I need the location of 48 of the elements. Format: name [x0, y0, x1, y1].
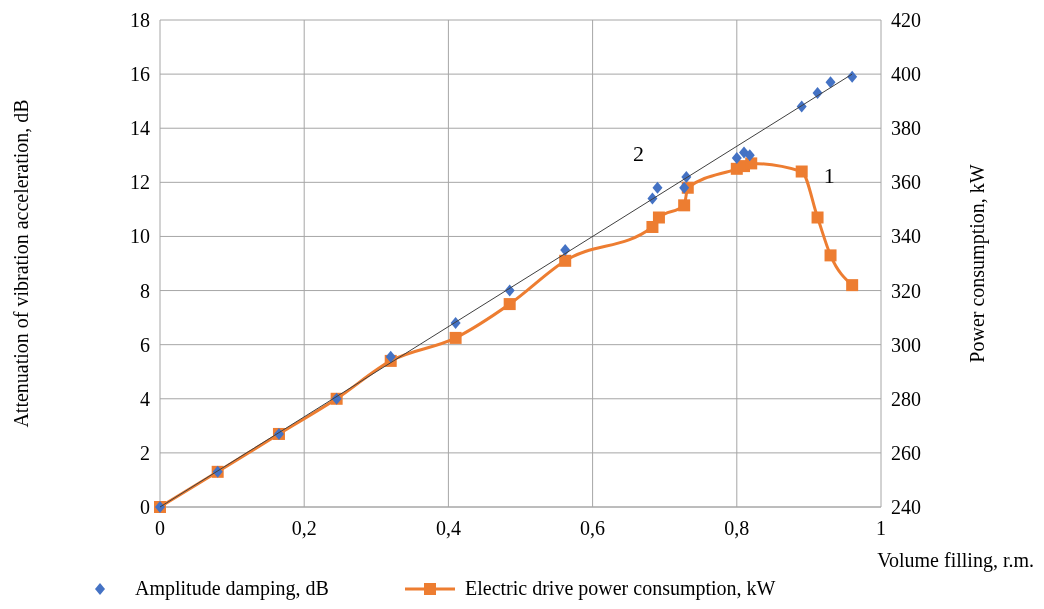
- point: [731, 151, 742, 164]
- point: [559, 254, 572, 267]
- point: [385, 350, 396, 363]
- annotation: 1: [823, 163, 835, 189]
- point: [825, 76, 836, 89]
- x-tick-label: 1: [876, 517, 886, 539]
- point: [678, 199, 691, 212]
- y2-tick-label: 300: [891, 333, 921, 356]
- legend-label: Amplitude damping, dB: [135, 577, 329, 600]
- point: [811, 211, 824, 224]
- point: [652, 181, 663, 194]
- x-axis-title: Volume filling, r.m.: [877, 549, 1034, 572]
- y-tick-label: 18: [130, 9, 150, 31]
- point: [652, 211, 665, 224]
- y-tick-label: 14: [130, 117, 150, 140]
- y2-tick-label: 360: [891, 171, 921, 194]
- y2-tick-label: 400: [891, 63, 921, 86]
- y-tick-label: 16: [130, 63, 150, 86]
- y-tick-label: 4: [140, 387, 150, 410]
- y2-tick-label: 240: [891, 496, 921, 518]
- y-axis-title: Attenuation of vibration acceleration, dB: [10, 99, 32, 428]
- y2-axis-title: Power consumption, kW: [966, 164, 989, 363]
- y-tick-label: 12: [130, 171, 150, 194]
- x-tick-label: 0,4: [435, 517, 461, 539]
- y-tick-label: 10: [130, 225, 150, 248]
- x-tick-label: 0,2: [291, 517, 317, 539]
- point: [795, 165, 808, 178]
- y2-tick-label: 380: [891, 117, 921, 140]
- y2-tick-label: 420: [891, 9, 921, 31]
- x-tick-label: 0,8: [724, 517, 750, 539]
- y2-tick-label: 340: [891, 225, 921, 248]
- y-tick-label: 2: [140, 441, 150, 464]
- point: [744, 149, 755, 162]
- annotation: 2: [632, 141, 644, 167]
- y2-tick-label: 280: [891, 387, 921, 410]
- point: [824, 249, 837, 262]
- legend-label: Electric drive power consumption, kW: [465, 577, 776, 600]
- x-tick-label: 0: [155, 517, 165, 539]
- y2-tick-label: 260: [891, 441, 921, 464]
- y2-tick-label: 320: [891, 279, 921, 302]
- point: [449, 331, 462, 344]
- y-tick-label: 8: [140, 279, 150, 302]
- x-tick-label: 0,6: [580, 517, 606, 539]
- point: [503, 298, 516, 311]
- y-tick-label: 6: [140, 333, 150, 356]
- y-tick-label: 0: [140, 496, 150, 518]
- point: [679, 181, 690, 194]
- point: [846, 279, 859, 292]
